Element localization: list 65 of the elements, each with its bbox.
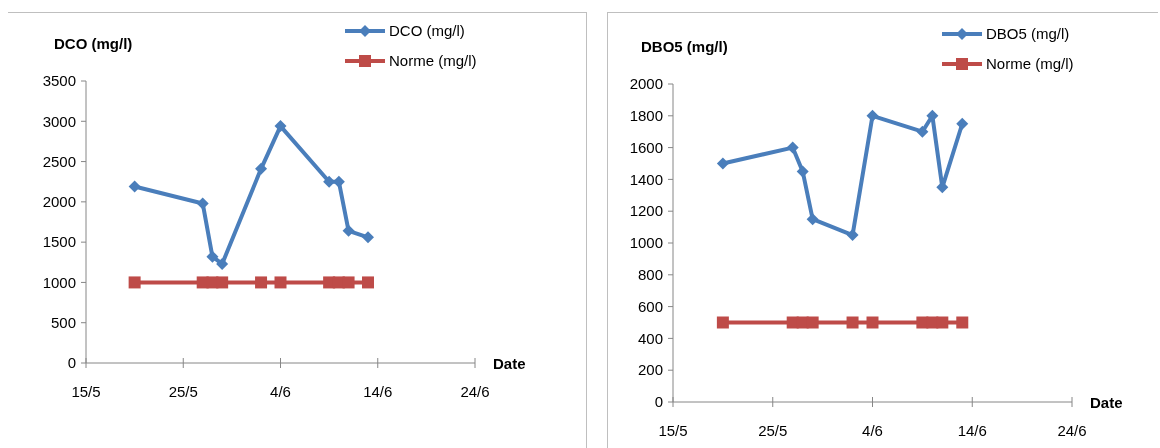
- legend-label: DCO (mg/l): [389, 22, 465, 40]
- y-axis-title: DBO5 (mg/l): [641, 38, 728, 55]
- x-axis-title: Date: [1090, 394, 1123, 411]
- point: [342, 224, 355, 237]
- y-tick-label: 2500: [42, 152, 76, 170]
- point: [806, 316, 819, 329]
- y-tick-label: 200: [637, 361, 663, 379]
- y-tick-label: 500: [50, 313, 76, 331]
- y-tick-label: 1000: [42, 273, 76, 291]
- x-tick-label: 14/6: [363, 383, 393, 400]
- y-tick-label: 0: [67, 354, 76, 372]
- point: [716, 157, 729, 170]
- point: [206, 250, 219, 263]
- legend-label: Norme (mg/l): [389, 52, 477, 70]
- y-tick-label: 1600: [629, 138, 663, 156]
- x-tick-label: 24/6: [1057, 422, 1087, 439]
- point: [846, 229, 859, 242]
- point: [786, 141, 799, 154]
- point: [274, 120, 287, 133]
- point: [128, 180, 141, 193]
- x-tick-label: 15/5: [71, 383, 101, 400]
- y-tick-label: 800: [637, 266, 663, 284]
- point: [956, 117, 969, 130]
- y-tick-label: 1500: [42, 233, 76, 251]
- point: [216, 257, 229, 270]
- y-tick-label: 2000: [42, 193, 76, 211]
- x-axis-title: Date: [493, 355, 526, 372]
- point: [936, 316, 949, 329]
- point: [274, 276, 287, 289]
- point: [362, 231, 375, 244]
- legend-label: Norme (mg/l): [986, 55, 1074, 73]
- point: [956, 316, 969, 329]
- point: [196, 197, 209, 210]
- y-tick-label: 600: [637, 297, 663, 315]
- x-tick-label: 25/5: [168, 383, 198, 400]
- x-tick-label: 24/6: [460, 383, 490, 400]
- y-tick-label: 3500: [42, 72, 76, 90]
- point: [796, 165, 809, 178]
- x-tick-label: 4/6: [862, 422, 883, 439]
- y-tick-label: 400: [637, 329, 663, 347]
- point: [846, 316, 859, 329]
- x-tick-label: 25/5: [758, 422, 788, 439]
- y-tick-label: 1400: [629, 170, 663, 188]
- x-tick-label: 15/5: [658, 422, 688, 439]
- point: [716, 316, 729, 329]
- point: [342, 276, 355, 289]
- y-axis-title: DCO (mg/l): [54, 35, 133, 52]
- x-tick-label: 14/6: [957, 422, 987, 439]
- point: [128, 276, 141, 289]
- point: [216, 276, 229, 289]
- point: [255, 276, 268, 289]
- y-tick-label: 0: [654, 393, 663, 411]
- y-tick-label: 3000: [42, 112, 76, 130]
- x-tick-label: 4/6: [270, 383, 291, 400]
- y-tick-label: 1200: [629, 202, 663, 220]
- point: [866, 109, 879, 122]
- point: [806, 213, 819, 226]
- point: [255, 162, 268, 175]
- legend-label: DBO5 (mg/l): [986, 25, 1070, 43]
- y-tick-label: 2000: [629, 75, 663, 93]
- point: [362, 276, 375, 289]
- y-tick-label: 1800: [629, 107, 663, 125]
- point: [916, 125, 929, 138]
- point: [866, 316, 879, 329]
- y-tick-label: 1000: [629, 234, 663, 252]
